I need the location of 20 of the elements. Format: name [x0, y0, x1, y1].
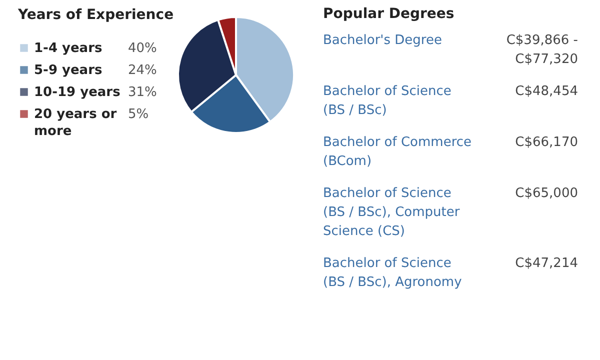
- legend-label: 10-19 years: [34, 85, 121, 100]
- data-label: 5%: [128, 107, 149, 122]
- category-label: Bachelor of Science (BS / BSc): [323, 84, 452, 118]
- text: C$48,454: [515, 84, 578, 99]
- chart-title: Years of Experience: [17, 7, 174, 23]
- data-label: 24%: [128, 63, 157, 78]
- legend-label: 5-9 years: [34, 63, 102, 78]
- legend-label: 1-4 years: [34, 41, 102, 56]
- text: C$39,866 - C$77,320: [506, 33, 578, 67]
- category-label: Bachelor of Science (BS / BSc), Agronomy: [323, 256, 462, 290]
- legend-label: 20 years or more: [34, 107, 118, 139]
- data-label: 31%: [128, 85, 157, 100]
- text: C$66,170: [515, 135, 578, 150]
- category-label: Bachelor's Degree: [323, 33, 442, 48]
- text: C$47,214: [515, 256, 578, 271]
- text: C$65,000: [515, 186, 578, 201]
- category-label: Bachelor of Commerce (BCom): [323, 135, 472, 169]
- category-label: Bachelor of Science (BS / BSc), Computer Science (CS): [323, 186, 460, 239]
- text: Popular Degrees: [323, 6, 454, 22]
- data-label: 40%: [128, 41, 157, 56]
